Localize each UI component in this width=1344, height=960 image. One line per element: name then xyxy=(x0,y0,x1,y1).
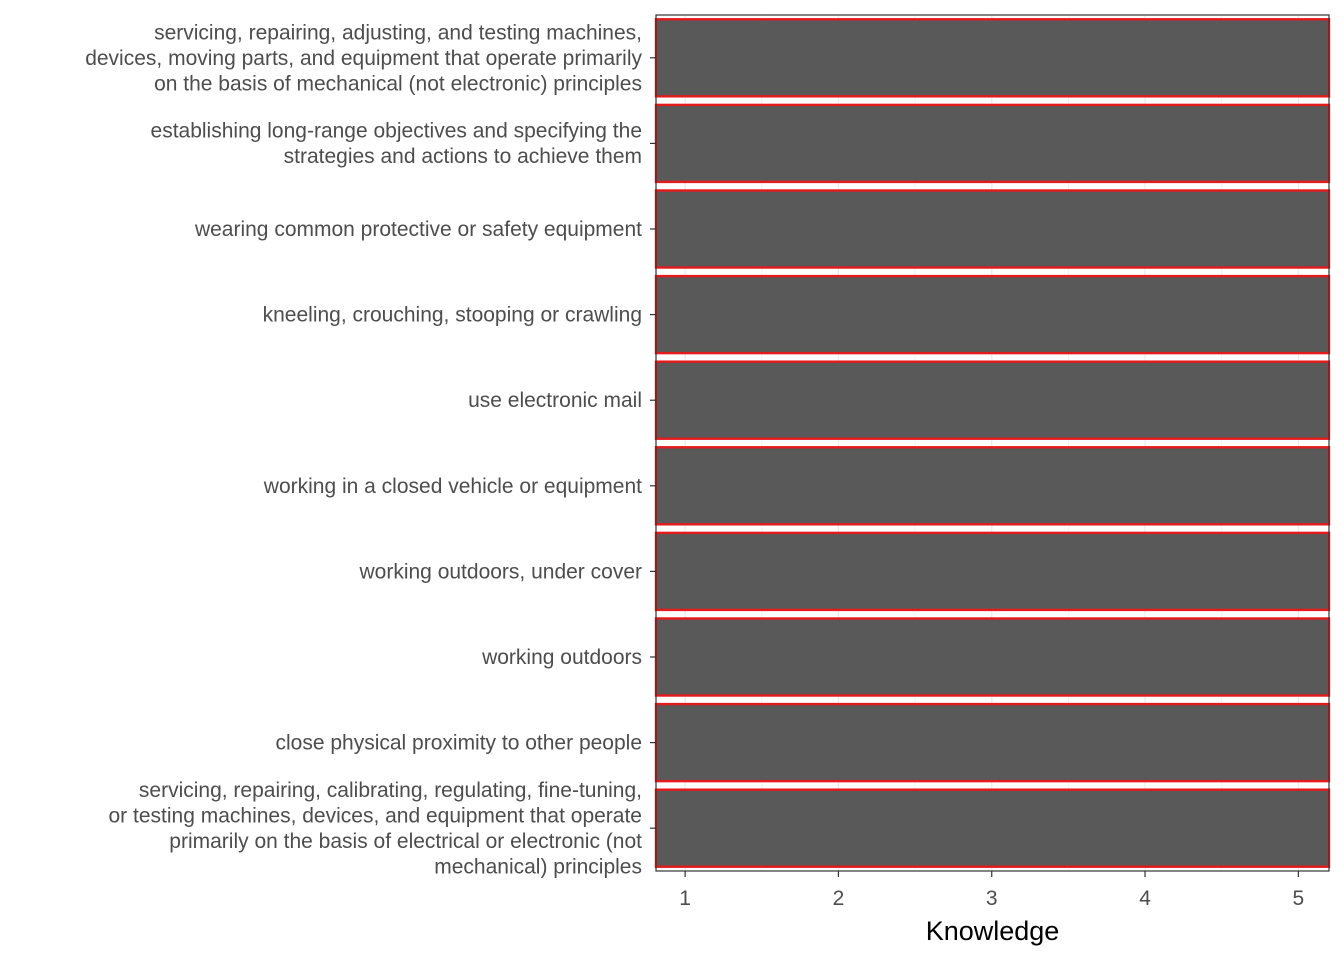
x-axis: 1 2 3 4 5 xyxy=(679,871,1304,910)
x-tick-label: 2 xyxy=(833,887,845,910)
y-tick-label-line: kneeling, crouching, stooping or crawlin… xyxy=(263,304,642,327)
y-tick-label-line: primarily on the basis of electrical or … xyxy=(169,830,642,853)
y-tick-label-line: servicing, repairing, calibrating, regul… xyxy=(139,779,642,802)
y-tick-label: servicing, repairing, calibrating, regul… xyxy=(109,779,643,879)
y-tick-label: working outdoors, under cover xyxy=(359,560,643,583)
y-tick-label-line: use electronic mail xyxy=(468,389,642,412)
y-tick-label-line: establishing long-range objectives and s… xyxy=(151,120,642,143)
y-tick-label-line: mechanical) principles xyxy=(434,855,642,878)
bar xyxy=(654,360,1331,440)
y-tick-label: establishing long-range objectives and s… xyxy=(151,120,642,169)
bar xyxy=(654,189,1331,269)
x-tick-label: 5 xyxy=(1292,887,1304,910)
bar xyxy=(654,446,1331,526)
y-tick-label: wearing common protective or safety equi… xyxy=(194,218,642,241)
x-tick-label: 3 xyxy=(986,887,998,910)
y-tick-label: kneeling, crouching, stooping or crawlin… xyxy=(263,304,642,327)
y-tick-label: servicing, repairing, adjusting, and tes… xyxy=(85,21,642,95)
bar xyxy=(654,788,1331,868)
y-tick-label-line: working in a closed vehicle or equipment xyxy=(263,475,642,498)
y-tick-label-line: working outdoors, under cover xyxy=(359,560,643,583)
panel-border xyxy=(655,14,1330,872)
y-tick-label: close physical proximity to other people xyxy=(275,732,642,755)
y-tick-label-line: strategies and actions to achieve them xyxy=(284,145,642,168)
x-tick-label: 4 xyxy=(1139,887,1151,910)
bar xyxy=(654,274,1331,355)
y-tick-label-line: close physical proximity to other people xyxy=(275,732,642,755)
bar xyxy=(654,531,1331,612)
x-axis-title: Knowledge xyxy=(926,916,1060,946)
y-tick-label-line: or testing machines, devices, and equipm… xyxy=(109,804,643,827)
bars xyxy=(654,18,1331,868)
bar xyxy=(654,103,1331,184)
y-tick-label: working outdoors xyxy=(481,646,642,669)
y-axis: servicing, repairing, adjusting, and tes… xyxy=(85,21,656,878)
y-tick-label-line: wearing common protective or safety equi… xyxy=(194,218,642,241)
bar xyxy=(654,702,1331,783)
y-tick-label-line: on the basis of mechanical (not electron… xyxy=(154,72,642,95)
bar xyxy=(654,617,1331,697)
y-tick-label: working in a closed vehicle or equipment xyxy=(263,475,642,498)
bar xyxy=(654,18,1331,98)
y-tick-label-line: devices, moving parts, and equipment tha… xyxy=(85,47,642,70)
y-tick-label: use electronic mail xyxy=(468,389,642,412)
x-tick-label: 1 xyxy=(679,887,691,910)
y-tick-label-line: working outdoors xyxy=(481,646,642,669)
y-tick-label-line: servicing, repairing, adjusting, and tes… xyxy=(154,21,642,44)
